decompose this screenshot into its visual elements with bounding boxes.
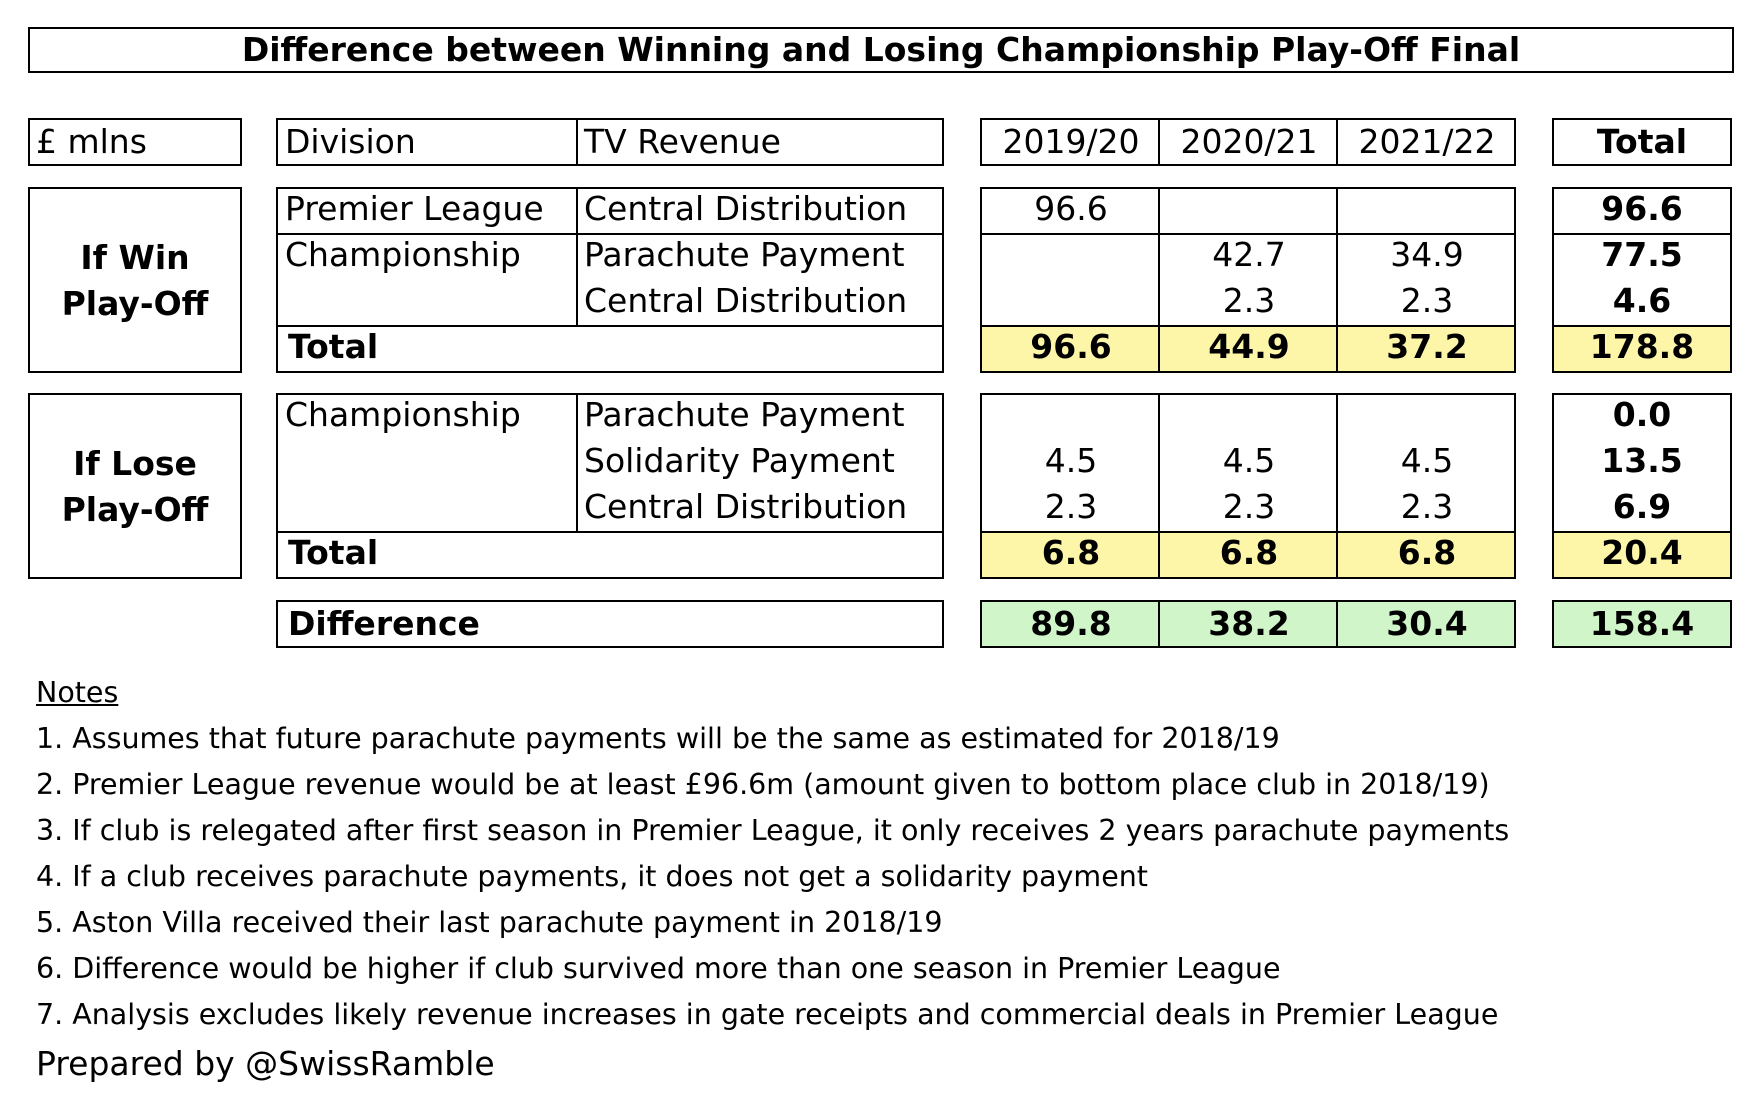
note-4: 4. If a club receives parachute payments… [36,860,1148,893]
lose-row1-division: Championship [285,395,521,434]
win-row1-revenue: Central Distribution [584,189,908,228]
win-label-line1: If Win [80,238,190,277]
win-row3-y2: 2.3 [1222,281,1276,320]
difference-y1: 89.8 [1030,604,1112,643]
note-3: 3. If club is relegated after first seas… [36,814,1510,847]
difference-total-box: 158.4 [1552,600,1732,648]
lose-grand-total: 20.4 [1601,533,1683,572]
lose-division-table: Championship Parachute Payment Solidarit… [276,393,944,579]
lose-row1-total: 0.0 [1612,395,1672,434]
win-total-y2: 44.9 [1208,327,1290,366]
win-grand-total: 178.8 [1589,327,1695,366]
win-label-line2: Play-Off [61,284,209,323]
year-header-3: 2021/22 [1358,122,1496,161]
difference-y3: 30.4 [1386,604,1468,643]
difference-label: Difference [288,604,480,643]
lose-total-label: Total [288,533,379,572]
year-header-1: 2019/20 [1002,122,1140,161]
unit-label: £ mlns [36,122,147,161]
lose-total-y1: 6.8 [1041,533,1101,572]
lose-row1-revenue: Parachute Payment [584,395,905,434]
note-6: 6. Difference would be higher if club su… [36,952,1281,985]
lose-years-table: 4.5 4.5 4.5 2.3 2.3 2.3 6.8 6.8 6.8 [980,393,1516,579]
years-header: 2019/20 2020/21 2021/22 [980,118,1516,166]
win-row3-y3: 2.3 [1400,281,1454,320]
win-row1-y1: 96.6 [1034,189,1108,228]
lose-label-line1: If Lose [73,444,197,483]
win-row3-revenue: Central Distribution [584,281,908,320]
credit: Prepared by @SwissRamble [36,1044,495,1083]
win-division-table: Premier League Central Distribution Cham… [276,187,944,373]
win-row2-division: Championship [285,235,521,274]
division-revenue-header: Division TV Revenue [276,118,944,166]
lose-row3-revenue: Central Distribution [584,487,908,526]
win-row3-total: 4.6 [1612,281,1672,320]
lose-total-y3: 6.8 [1397,533,1457,572]
win-total-label: Total [288,327,379,366]
lose-total-column: 0.0 13.5 6.9 20.4 [1552,393,1732,579]
win-row2-y2: 42.7 [1212,235,1286,274]
win-row2-revenue: Parachute Payment [584,235,905,274]
note-2: 2. Premier League revenue would be at le… [36,768,1490,801]
lose-row3-y2: 2.3 [1222,487,1276,526]
unit-header: £ mlns [28,118,242,166]
win-label-box: If Win Play-Off [28,187,242,373]
year-header-2: 2020/21 [1180,122,1318,161]
win-total-y1: 96.6 [1030,327,1112,366]
lose-label-box: If Lose Play-Off [28,393,242,579]
difference-label-box: Difference [276,600,944,648]
win-row2-y3: 34.9 [1390,235,1464,274]
win-total-column: 96.6 77.5 4.6 178.8 [1552,187,1732,373]
lose-row3-total: 6.9 [1612,487,1672,526]
difference-y2: 38.2 [1208,604,1290,643]
note-5: 5. Aston Villa received their last parac… [36,906,943,939]
total-header-label: Total [1596,122,1688,161]
win-total-y3: 37.2 [1386,327,1468,366]
difference-total: 158.4 [1589,604,1695,643]
table-title: Difference between Winning and Losing Ch… [28,27,1734,73]
win-row1-division: Premier League [285,189,544,228]
difference-years: 89.8 38.2 30.4 [980,600,1516,648]
note-7: 7. Analysis excludes likely revenue incr… [36,998,1499,1031]
win-years-table: 96.6 42.7 34.9 2.3 2.3 96.6 44.9 37.2 [980,187,1516,373]
notes-heading: Notes [36,676,119,709]
lose-row3-y1: 2.3 [1044,487,1098,526]
lose-total-y2: 6.8 [1219,533,1279,572]
lose-label-line2: Play-Off [61,490,209,529]
note-1: 1. Assumes that future parachute payment… [36,722,1280,755]
tv-revenue-header: TV Revenue [584,122,781,161]
total-header: Total [1552,118,1732,166]
lose-row2-total: 13.5 [1601,441,1683,480]
lose-row2-revenue: Solidarity Payment [584,441,895,480]
win-row2-total: 77.5 [1601,235,1683,274]
lose-row2-y1: 4.5 [1044,441,1098,480]
lose-row3-y3: 2.3 [1400,487,1454,526]
division-header: Division [285,122,416,161]
lose-row2-y3: 4.5 [1400,441,1454,480]
win-row1-total: 96.6 [1601,189,1683,228]
lose-row2-y2: 4.5 [1222,441,1276,480]
